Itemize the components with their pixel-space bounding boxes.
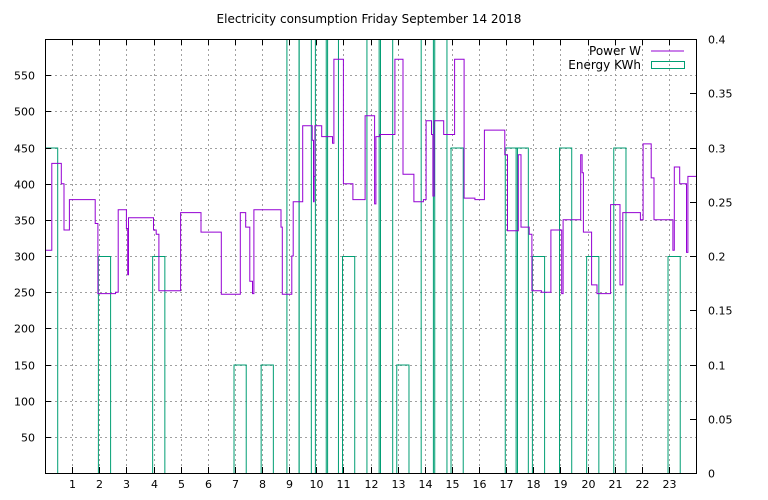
x-axis: 1 2 3 4 5 6 7 8 9 10 11 12 13 14 15 16 17 18 19 20 21 22 23 [69, 39, 677, 491]
x-tick-label: 12 [365, 478, 379, 491]
x-tick-label: 6 [205, 478, 212, 491]
chart-title: Electricity consumption Friday September… [217, 12, 522, 26]
power-line [45, 58, 696, 295]
x-tick-label: 11 [337, 478, 351, 491]
x-tick-label: 15 [446, 478, 460, 491]
y-left-tick-label: 350 [14, 215, 35, 228]
y-left-tick-label: 200 [14, 323, 35, 336]
y-right-tick-label: 0.25 [708, 197, 733, 210]
x-tick-label: 21 [609, 478, 623, 491]
y-right-tick-label: 0.35 [708, 88, 733, 101]
legend-label-power: Power W [589, 44, 641, 58]
x-tick-label: 8 [259, 478, 266, 491]
y-right-tick-label: 0.3 [708, 143, 726, 156]
x-tick-label: 16 [473, 478, 487, 491]
y-left-tick-label: 550 [14, 70, 35, 83]
legend: Power W Energy KWh [568, 44, 685, 72]
x-tick-label: 4 [151, 478, 158, 491]
x-tick-label: 10 [310, 478, 324, 491]
y-left-tick-label: 400 [14, 179, 35, 192]
power-series [45, 58, 696, 295]
y-left-tick-label: 300 [14, 251, 35, 264]
x-tick-label: 14 [419, 478, 433, 491]
energy-bar [559, 147, 573, 474]
x-tick-label: 5 [178, 478, 185, 491]
left-y-axis: 50 100 150 200 250 300 350 400 450 500 550 [14, 70, 51, 445]
x-tick-label: 23 [663, 478, 677, 491]
legend-label-energy: Energy KWh [568, 58, 641, 72]
y-left-tick-label: 450 [14, 143, 35, 156]
energy-bar [342, 256, 356, 474]
x-tick-label: 19 [554, 478, 568, 491]
x-tick-label: 18 [527, 478, 541, 491]
x-tick-label: 3 [123, 478, 130, 491]
x-tick-label: 7 [232, 478, 239, 491]
y-right-tick-label: 0 [708, 468, 715, 481]
y-right-tick-label: 0.1 [708, 360, 726, 373]
energy-bar [531, 256, 546, 474]
y-right-tick-label: 0.15 [708, 305, 733, 318]
x-tick-label: 2 [96, 478, 103, 491]
x-tick-label: 22 [636, 478, 650, 491]
energy-bar [366, 39, 380, 474]
x-tick-label: 1 [69, 478, 76, 491]
y-left-tick-label: 100 [14, 396, 35, 409]
legend-swatch-energy [651, 61, 685, 69]
grid [45, 39, 696, 473]
y-left-tick-label: 500 [14, 106, 35, 119]
x-tick-label: 17 [500, 478, 514, 491]
x-tick-label: 13 [392, 478, 406, 491]
y-right-tick-label: 0.4 [708, 34, 726, 47]
right-y-axis: 0 0.05 0.1 0.15 0.2 0.25 0.3 0.35 0.4 [690, 34, 733, 481]
y-right-tick-label: 0.05 [708, 414, 733, 427]
y-left-tick-label: 50 [21, 432, 35, 445]
y-left-tick-label: 250 [14, 287, 35, 300]
y-right-tick-label: 0.2 [708, 251, 726, 264]
y-left-tick-label: 150 [14, 360, 35, 373]
x-tick-label: 9 [286, 478, 293, 491]
x-tick-label: 20 [582, 478, 596, 491]
